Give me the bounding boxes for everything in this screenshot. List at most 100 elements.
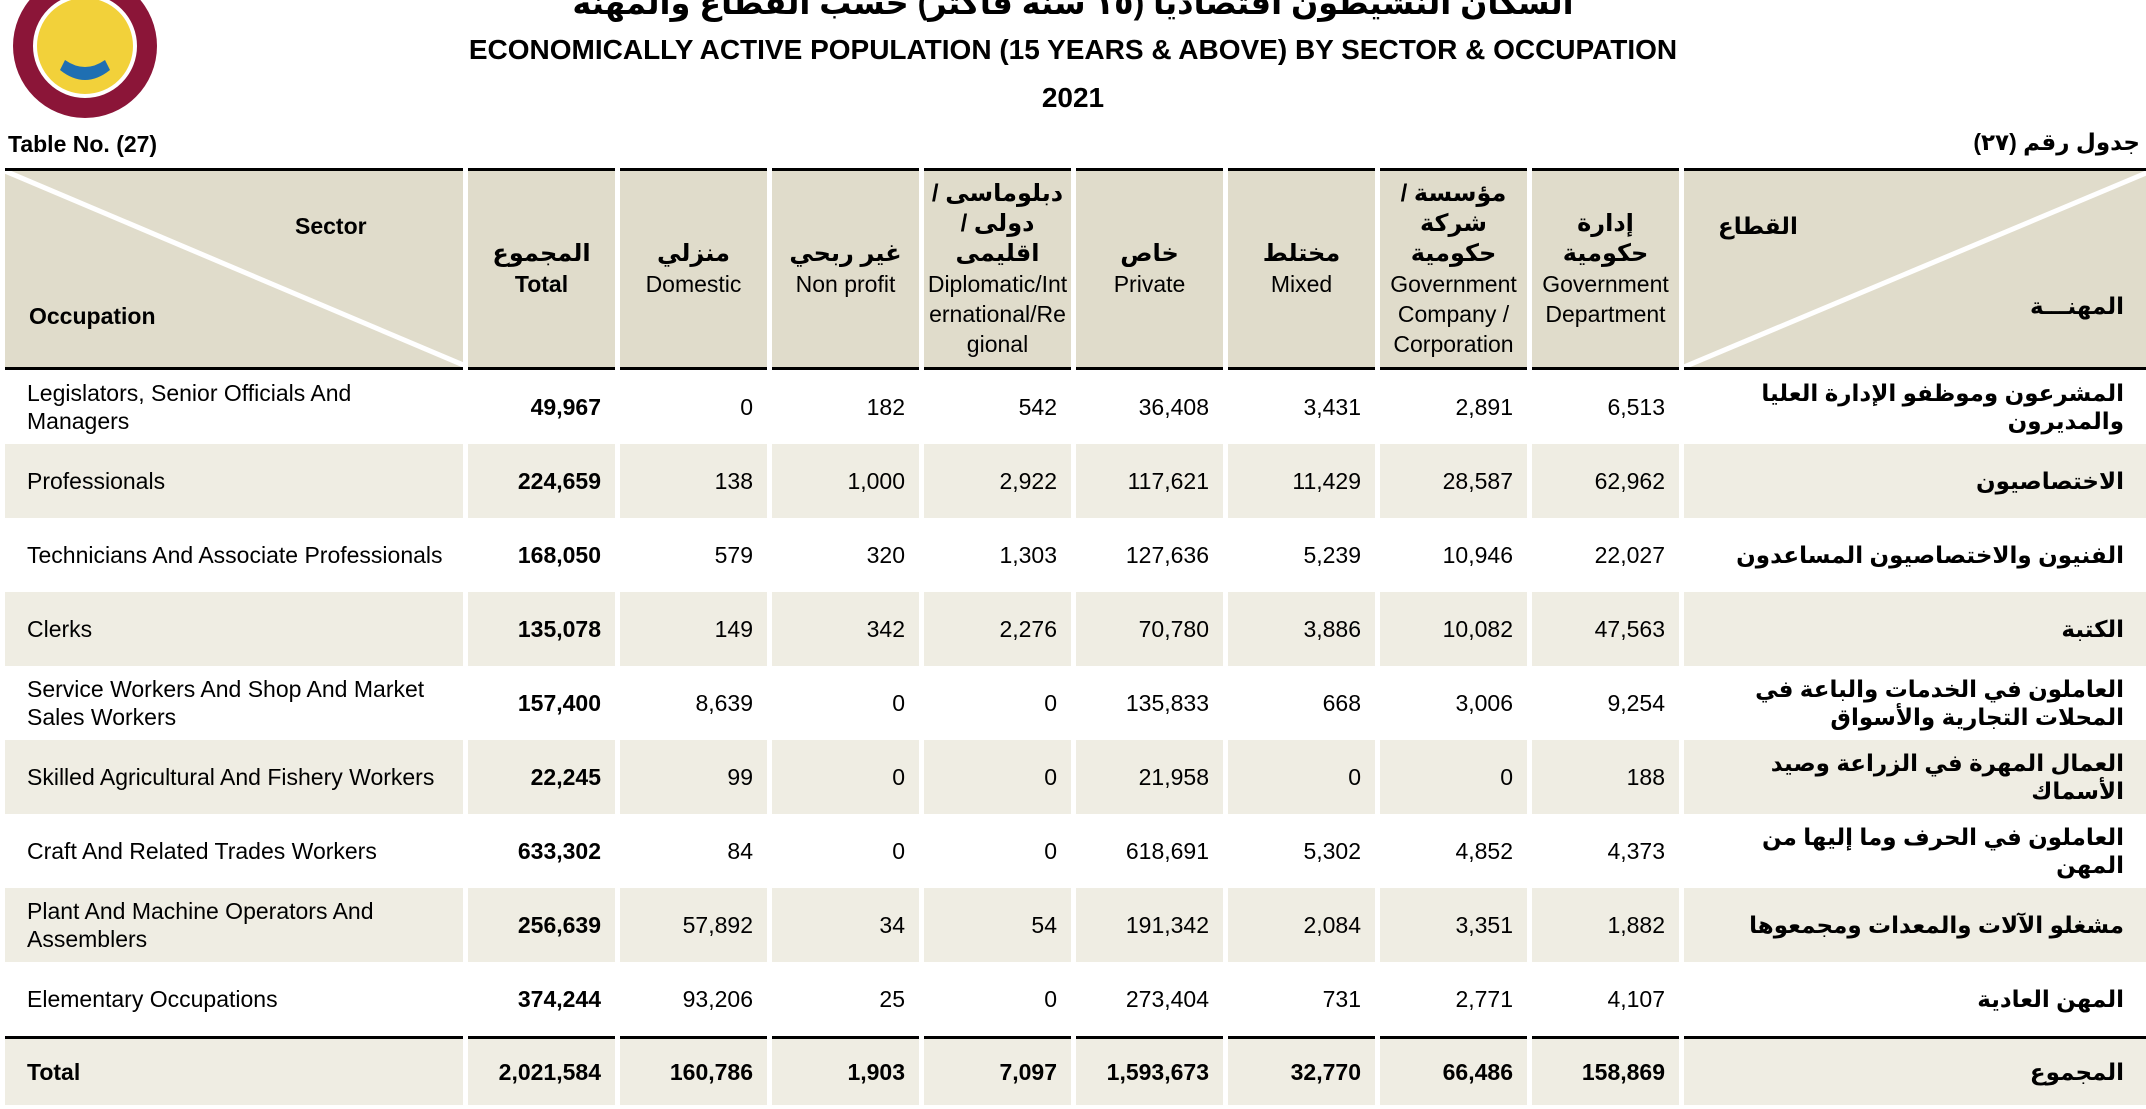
column-header-english: Non profit <box>795 271 896 297</box>
table-row: Professionals 224,659 138 1,000 2,922 117,621… <box>0 444 2146 518</box>
cell: 3,006 <box>1375 666 1532 740</box>
cell: 9,254 <box>1527 666 1684 740</box>
cell: 6,513 <box>1527 368 1684 444</box>
cell: 224,659 <box>463 444 620 518</box>
cell: 36,408 <box>1071 368 1228 444</box>
cell: 188 <box>1527 740 1684 814</box>
total-cell: 7,097 <box>919 1036 1076 1105</box>
total-cell: Total <box>0 1036 468 1105</box>
total-cell: 158,869 <box>1527 1036 1684 1105</box>
cell: 579 <box>615 518 772 592</box>
column-header-arabic: منزلي <box>657 240 730 267</box>
cell: 0 <box>919 740 1076 814</box>
cell: 127,636 <box>1071 518 1228 592</box>
total-cell: المجموع <box>1679 1036 2146 1105</box>
column-header: المجموع Total <box>463 168 620 370</box>
cell: 0 <box>1223 740 1380 814</box>
cell: 84 <box>615 814 772 888</box>
occupation: Clerks <box>0 592 468 666</box>
cell: 138 <box>615 444 772 518</box>
column-header-english: Mixed <box>1270 271 1333 297</box>
column-header-english: Total <box>514 271 569 297</box>
table-number: Table No. (27) <box>8 131 158 157</box>
occupation: Skilled Agricultural And Fishery Workers <box>0 740 468 814</box>
cell: 0 <box>767 740 924 814</box>
cell: 0 <box>1375 740 1532 814</box>
cell: 2,276 <box>919 592 1076 666</box>
cell: 618,691 <box>1071 814 1228 888</box>
cell: 149 <box>615 592 772 666</box>
corner-en: Sector Occupation <box>0 168 468 370</box>
cell: 34 <box>767 888 924 962</box>
cell: 633,302 <box>463 814 620 888</box>
column-header: غير ربحي Non profit <box>767 168 924 370</box>
cell: 2,922 <box>919 444 1076 518</box>
diagonal <box>7 172 461 366</box>
column-header-arabic: إدارة حكومية <box>1562 210 1649 267</box>
cell: 4,373 <box>1527 814 1684 888</box>
column-header: مؤسسة / شركة حكومية Government Company / … <box>1375 168 1532 370</box>
total-cell: 66,486 <box>1375 1036 1532 1105</box>
total-row: Total 2,021,584 160,786 1,903 7,097 1,593,673… <box>0 1036 2146 1105</box>
cell: 1,303 <box>919 518 1076 592</box>
title-english: ECONOMICALLY ACTIVE POPULATION (15 YEARS… <box>468 34 1678 65</box>
cell: 8,639 <box>615 666 772 740</box>
logo-waves <box>60 60 110 80</box>
occupation-arabic: الكتبة <box>1679 592 2146 666</box>
column-header-english: Private <box>1113 271 1186 297</box>
table-row: Elementary Occupations 374,244 93,206 25 0 27… <box>0 962 2146 1038</box>
cell: 4,107 <box>1527 962 1684 1038</box>
occupation-arabic: العاملون في الحرف وما إليها من المهن <box>1679 814 2146 888</box>
occupation-arabic: الاختصاصيون <box>1679 444 2146 518</box>
column-header-arabic: المجموع <box>492 240 591 267</box>
column-header-arabic: مؤسسة / شركة حكومية <box>1400 180 1507 267</box>
cell: 10,082 <box>1375 592 1532 666</box>
total-cell: 1,903 <box>767 1036 924 1105</box>
occupation: Service Workers And Shop And Market Sale… <box>0 666 468 740</box>
occupation: Craft And Related Trades Workers <box>0 814 468 888</box>
cell: 0 <box>919 666 1076 740</box>
column-header-english: Government Company / Corporation <box>1390 271 1517 357</box>
cell: 117,621 <box>1071 444 1228 518</box>
diagonal <box>1686 172 2144 366</box>
cell: 3,886 <box>1223 592 1380 666</box>
column-header-english: Diplomatic/International/Regional <box>927 271 1068 357</box>
header-row: Sector Occupation المجموع Total منزلي Domes… <box>0 168 2146 370</box>
occupation: Professionals <box>0 444 468 518</box>
cell: 342 <box>767 592 924 666</box>
cell: 28,587 <box>1375 444 1532 518</box>
occupation-arabic: المهن العادية <box>1679 962 2146 1038</box>
sector-label-arabic: القطاع <box>1718 213 1798 239</box>
logo <box>13 0 157 118</box>
cell: 668 <box>1223 666 1380 740</box>
column-header: منزلي Domestic <box>615 168 772 370</box>
cell: 1,882 <box>1527 888 1684 962</box>
cell: 191,342 <box>1071 888 1228 962</box>
table-row: Legislators, Senior Officials And Manage… <box>0 368 2146 444</box>
cell: 542 <box>919 368 1076 444</box>
column-header-arabic: خاص <box>1120 240 1179 267</box>
occupation: Plant And Machine Operators And Assemble… <box>0 888 468 962</box>
cell: 0 <box>919 814 1076 888</box>
cell: 374,244 <box>463 962 620 1038</box>
occupation: Technicians And Associate Professionals <box>0 518 468 592</box>
cell: 21,958 <box>1071 740 1228 814</box>
cell: 135,078 <box>463 592 620 666</box>
total-cell: 1,593,673 <box>1071 1036 1228 1105</box>
occupation-arabic: الفنيون والاختصاصيون المساعدون <box>1679 518 2146 592</box>
occupation-arabic: العمال المهرة في الزراعة وصيد الأسماك <box>1679 740 2146 814</box>
cell: 0 <box>919 962 1076 1038</box>
cell: 62,962 <box>1527 444 1684 518</box>
sector-label: Sector <box>295 213 367 239</box>
column-header-english: Government Department <box>1542 271 1669 327</box>
cell: 0 <box>615 368 772 444</box>
cell: 93,206 <box>615 962 772 1038</box>
column-header-arabic: دبلوماسى / دولى / اقليمى <box>931 180 1064 267</box>
corner-ar: القطاع المهنـــة <box>1679 168 2146 370</box>
data-table: Sector Occupation المجموع Total منزلي Domes… <box>0 168 2146 1105</box>
cell: 11,429 <box>1223 444 1380 518</box>
cell: 0 <box>767 666 924 740</box>
cell: 57,892 <box>615 888 772 962</box>
cell: 1,000 <box>767 444 924 518</box>
